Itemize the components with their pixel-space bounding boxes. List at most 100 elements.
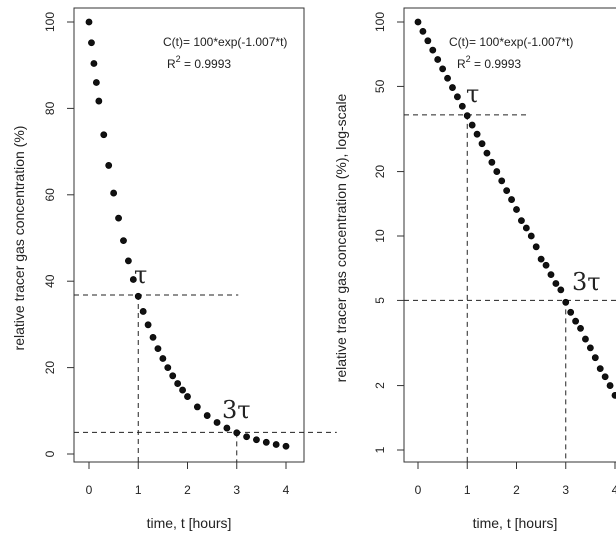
x-tick-label: 4 <box>283 483 290 497</box>
data-point <box>159 355 167 362</box>
data-point <box>434 56 442 63</box>
x-tick-label: 0 <box>415 483 422 497</box>
data-point <box>282 442 290 450</box>
data-point <box>154 345 162 352</box>
data-point <box>419 27 427 35</box>
data-point <box>542 261 550 269</box>
data-point <box>134 292 142 300</box>
data-point <box>414 18 422 26</box>
data-point <box>203 412 211 419</box>
data-point <box>488 158 496 166</box>
y-tick-label: 20 <box>373 165 387 179</box>
data-point <box>572 317 579 325</box>
data-point <box>513 206 520 213</box>
data-point <box>115 214 122 222</box>
data-point <box>100 131 108 139</box>
data-point <box>129 276 137 283</box>
tau-annotation-log: τ <box>466 80 479 108</box>
data-point <box>429 46 437 54</box>
data-point <box>591 354 599 362</box>
data-point <box>144 321 152 329</box>
data-point <box>527 232 535 240</box>
data-point <box>169 372 177 380</box>
data-point <box>453 93 461 101</box>
data-point <box>174 380 182 387</box>
data-point <box>483 149 491 157</box>
data-point <box>179 386 186 394</box>
data-point <box>577 325 584 332</box>
x-tick-label: 4 <box>612 483 616 497</box>
data-point <box>552 280 560 287</box>
data-point <box>532 243 540 251</box>
three-tau-annotation-linear: 3τ <box>222 396 251 424</box>
data-point <box>547 271 555 279</box>
reference-lines-linear <box>74 294 337 462</box>
y-axis-label-log: relative tracer gas concentration (%), l… <box>333 93 349 382</box>
data-point <box>223 424 231 432</box>
data-point <box>606 382 614 389</box>
data-point <box>85 18 93 26</box>
x-tick-label: 3 <box>233 483 240 497</box>
y-axis-ticks-linear: 0 20 40 60 80 100 <box>43 12 74 457</box>
data-point <box>557 286 565 294</box>
data-point <box>582 335 589 343</box>
data-points-log <box>414 18 616 399</box>
x-tick-label: 3 <box>562 483 569 497</box>
data-point <box>105 162 113 169</box>
tau-annotation-linear: τ <box>134 261 147 289</box>
data-point <box>149 333 157 341</box>
data-point <box>439 65 447 73</box>
data-point <box>88 39 95 47</box>
equation-label-linear: C(t)= 100*exp(-1.007*t) <box>163 35 287 49</box>
data-point <box>92 79 100 86</box>
y-tick-label: 1 <box>373 446 387 453</box>
log-panel: C(t)= 100*exp(-1.007*t) R2 = 0.9993 time… <box>333 7 616 531</box>
y-tick-label: 10 <box>373 229 387 243</box>
data-point <box>458 102 466 110</box>
y-tick-label: 80 <box>43 101 57 115</box>
data-point <box>449 84 456 91</box>
data-point <box>493 168 501 175</box>
three-tau-annotation-log: 3τ <box>572 268 601 296</box>
x-axis-ticks-log: 0 1 2 3 4 <box>415 462 616 497</box>
data-point <box>262 438 270 446</box>
data-point <box>601 373 609 381</box>
x-tick-label: 1 <box>135 483 142 497</box>
x-axis-label-linear: time, t [hours] <box>147 515 232 531</box>
data-point <box>95 97 103 105</box>
data-point <box>463 112 471 120</box>
x-axis-label-log: time, t [hours] <box>473 515 558 531</box>
data-point <box>522 224 530 232</box>
data-point <box>139 308 147 315</box>
y-axis-label-linear: relative tracer gas concentration (%) <box>11 126 27 351</box>
plot-box-linear <box>73 7 305 463</box>
data-point <box>478 140 486 148</box>
y-tick-label: 5 <box>373 297 387 304</box>
plot-box-log <box>403 7 616 463</box>
data-point <box>586 344 594 352</box>
y-tick-label: 20 <box>43 361 57 375</box>
r2-label-linear: R2 = 0.9993 <box>167 54 231 71</box>
data-point <box>193 403 201 411</box>
data-point <box>184 393 191 400</box>
y-tick-label: 40 <box>43 274 57 288</box>
y-tick-label: 50 <box>373 79 387 93</box>
data-point <box>562 298 570 306</box>
data-point <box>596 365 604 373</box>
x-tick-label: 2 <box>184 483 191 497</box>
y-tick-label: 2 <box>373 382 387 389</box>
data-point <box>164 364 172 371</box>
x-tick-label: 1 <box>464 483 471 497</box>
data-point <box>272 441 280 448</box>
reference-lines-log <box>404 114 616 462</box>
linear-panel: C(t)= 100*exp(-1.007*t) R2 = 0.9993 time… <box>11 7 337 531</box>
data-point <box>444 74 451 82</box>
data-point <box>508 196 515 203</box>
data-point <box>213 419 221 426</box>
data-points-linear <box>85 18 290 450</box>
y-tick-label: 100 <box>373 12 387 32</box>
data-point <box>253 436 260 444</box>
data-point <box>611 391 616 399</box>
